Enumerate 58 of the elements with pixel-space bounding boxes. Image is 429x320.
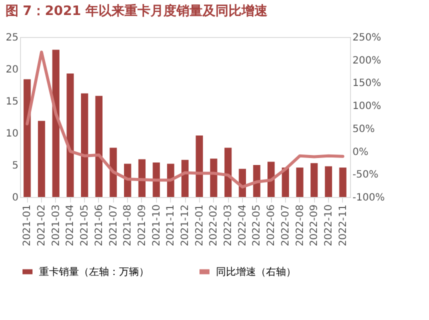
bar [110,148,117,197]
bar [196,136,203,197]
x-tick-label: 2022-10 [323,204,334,246]
x-tick-label: 2022-11 [338,204,349,246]
x-tick-label: 2022-08 [294,204,306,246]
x-tick-label: 2021-01 [22,204,34,246]
x-tick-label: 2022-03 [223,204,234,246]
legend-label: 同比增速（右轴） [216,266,296,278]
chart-title: 图 7：2021 年以来重卡月度销量及同比增速 [5,3,269,19]
x-tick-label: 2021-03 [50,204,62,246]
legend-label: 重卡销量（左轴：万辆） [39,266,149,278]
x-tick-label: 2022-09 [309,204,320,246]
x-tick-label: 2021-10 [151,204,162,246]
x-tick-label: 2022-07 [280,204,292,246]
y2-tick-label: 50% [352,124,375,135]
y2-tick-label: -100% [352,192,385,204]
bar [324,166,332,197]
x-tick-label: 2021-02 [36,204,48,246]
bar [310,163,318,197]
x-tick-label: 2021-05 [80,204,91,246]
y-tick-label: 5 [12,160,18,172]
y-tick-label: 0 [12,192,18,204]
x-tick-label: 2021-06 [94,204,105,246]
x-tick-label: 2021-11 [166,204,177,246]
bar [52,50,60,197]
y-tick-label: 15 [6,96,18,108]
y-tick-label: 20 [6,64,18,76]
x-tick-label: 2022-05 [252,204,263,246]
x-tick-label: 2022-06 [266,204,278,246]
x-tick-label: 2022-01 [194,204,206,246]
y2-tick-label: 150% [352,78,382,90]
bar [24,79,31,197]
x-tick-label: 2021-12 [180,204,191,246]
bar [38,120,46,197]
bar [224,148,232,197]
bar [95,96,102,197]
bar [152,162,160,197]
y2-tick-label: 100% [352,101,382,112]
y2-tick-label: 200% [352,55,382,66]
x-tick-label: 2021-04 [65,204,76,246]
x-tick-label: 2022-04 [237,204,248,246]
line-series [26,50,344,188]
bar [296,168,304,197]
x-tick-label: 2021-07 [108,204,120,246]
bar [66,73,74,197]
y-tick-label: 10 [6,128,18,140]
y2-tick-label: -50% [352,170,378,181]
y2-tick-label: 250% [352,32,382,44]
x-tick-label: 2021-08 [122,204,134,246]
bar [339,168,346,197]
bar [210,158,218,197]
bar [253,165,260,197]
bar [138,159,146,197]
x-tick-label: 2021-09 [136,204,148,246]
x-tick-label: 2022-02 [208,204,220,246]
y-tick-label: 25 [6,32,18,44]
y2-tick-label: 0% [352,146,368,158]
bar [80,93,88,197]
